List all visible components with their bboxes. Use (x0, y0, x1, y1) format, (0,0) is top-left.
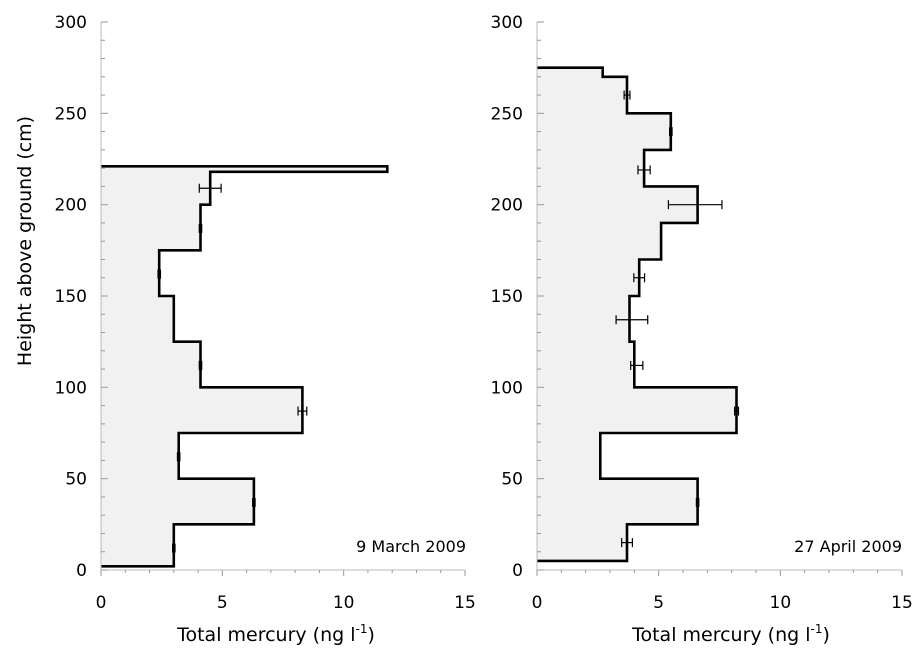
y-tick-label: 200 (55, 196, 87, 216)
x-tick-label: 0 (532, 593, 543, 613)
error-bar (198, 223, 203, 233)
panel-date-label: 9 March 2009 (356, 537, 466, 556)
x-axis-title-superscript: -1 (356, 622, 368, 636)
error-bar (630, 360, 644, 370)
error-bar (198, 360, 203, 370)
profile-fill (537, 67, 737, 561)
panel-27-april: 0 50 100 150 200 250 300 0 5 10 15 27 April 2009 Tot… (491, 13, 913, 646)
x-tick-label: 10 (770, 593, 792, 613)
error-bar (623, 90, 631, 100)
error-bar (667, 200, 723, 210)
error-bar (252, 497, 256, 507)
y-tick-label: 100 (491, 378, 523, 398)
x-axis-title-superscript: -1 (811, 622, 823, 636)
x-axis-title-text: Total mercury (ng l (176, 624, 355, 646)
x-axis-title-text: Total mercury (ng l (631, 624, 810, 646)
error-bar (669, 127, 673, 137)
y-tick-label: 200 (491, 196, 523, 216)
x-tick-label: 5 (217, 593, 228, 613)
y-tick-label: 50 (501, 470, 523, 490)
error-bar (633, 273, 646, 283)
x-axis-title: Total mercury (ng l-1) (631, 622, 830, 646)
error-bar (171, 543, 176, 553)
panel-9-march: 0 50 100 150 200 250 300 0 5 10 15 9 March 2009 Tota… (55, 13, 476, 646)
error-bar (621, 538, 633, 548)
x-axis-title: Total mercury (ng l-1) (176, 622, 375, 646)
y-tick-label: 50 (65, 470, 87, 490)
panel-date-label: 27 April 2009 (794, 537, 902, 556)
x-tick-label: 10 (333, 593, 355, 613)
error-bar (615, 315, 649, 325)
error-bar (176, 452, 181, 462)
y-tick-label: 150 (55, 287, 87, 307)
error-bar (637, 165, 651, 175)
error-bar (157, 269, 162, 279)
y-tick-label: 100 (55, 378, 87, 398)
y-tick-label: 150 (491, 287, 523, 307)
error-bar (695, 497, 700, 507)
y-axis-title: Height above ground (cm) (14, 116, 36, 366)
y-tick-label: 0 (512, 561, 523, 581)
x-tick-label: 15 (454, 593, 476, 613)
x-axis-title-close: ) (367, 624, 374, 646)
error-bar (297, 406, 308, 416)
error-bar (733, 406, 740, 416)
profile-fill (101, 166, 388, 567)
error-bar (198, 183, 222, 193)
y-tick-label: 250 (55, 104, 87, 124)
y-tick-label: 0 (76, 561, 87, 581)
x-tick-label: 0 (96, 593, 107, 613)
y-tick-label: 300 (491, 13, 523, 33)
x-axis-title-close: ) (822, 624, 829, 646)
x-tick-label: 5 (653, 593, 664, 613)
y-tick-label: 250 (491, 104, 523, 124)
x-tick-label: 15 (891, 593, 913, 613)
y-tick-label: 300 (55, 13, 87, 33)
